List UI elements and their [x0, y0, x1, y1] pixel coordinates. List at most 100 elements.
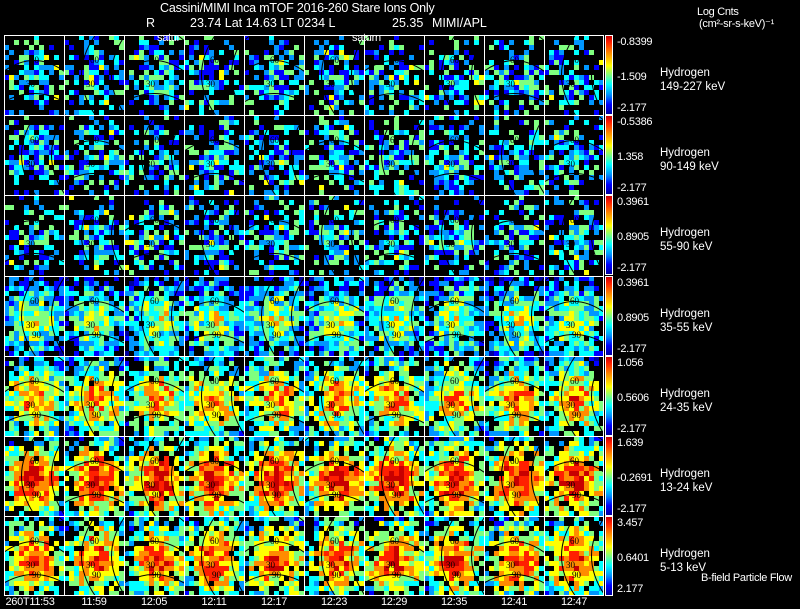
pixel	[39, 426, 44, 431]
pixel	[249, 311, 254, 316]
pixel	[94, 230, 99, 235]
pixel	[289, 50, 294, 55]
pixel	[339, 160, 344, 165]
pixel	[384, 85, 389, 90]
pixel	[434, 95, 439, 100]
pixel	[429, 60, 434, 65]
pixel	[449, 85, 454, 90]
pixel	[159, 60, 164, 65]
pixel	[444, 145, 449, 150]
pixel	[319, 276, 324, 281]
pixel	[444, 100, 449, 105]
pixel	[49, 291, 54, 296]
pixel	[79, 421, 84, 426]
pixel	[74, 306, 79, 311]
contour-label: 30	[386, 320, 396, 330]
pixel	[259, 240, 264, 245]
pixel	[429, 130, 434, 135]
pixel	[144, 306, 149, 311]
pixel	[269, 35, 274, 40]
pixel	[539, 341, 544, 346]
pixel	[444, 260, 449, 265]
pixel	[29, 311, 34, 316]
pixel	[374, 230, 379, 235]
pixel	[94, 60, 99, 65]
pixel	[374, 270, 379, 275]
pixel	[74, 90, 79, 95]
pixel	[499, 75, 504, 80]
contour-line	[381, 276, 397, 356]
pixel	[384, 331, 389, 336]
pixel	[279, 165, 284, 170]
pixel	[149, 391, 154, 396]
pixel	[254, 270, 259, 275]
pixel	[589, 220, 594, 225]
pixel	[399, 60, 404, 65]
pixel	[174, 386, 179, 391]
pixel	[164, 386, 169, 391]
pixel	[339, 35, 344, 40]
pixel	[279, 225, 284, 230]
pixel	[49, 245, 54, 250]
pixel	[419, 140, 424, 145]
pixel	[159, 391, 164, 396]
pixel	[514, 255, 519, 260]
pixel	[89, 35, 94, 40]
pixel	[209, 75, 214, 80]
pixel	[14, 416, 19, 421]
pixel	[404, 291, 409, 296]
pixel	[94, 55, 99, 60]
pixel	[599, 175, 604, 180]
pixel	[414, 125, 419, 130]
pixel	[164, 85, 169, 90]
contour-line	[591, 36, 604, 114]
pixel	[424, 351, 429, 356]
pixel	[504, 296, 509, 301]
pixel	[459, 301, 464, 306]
pixel	[274, 145, 279, 150]
pixel	[239, 311, 244, 316]
pixel	[464, 85, 469, 90]
pixel	[594, 125, 599, 130]
pixel	[349, 296, 354, 301]
pixel	[239, 331, 244, 336]
pixel	[439, 170, 444, 175]
pixel	[169, 220, 174, 225]
pixel	[364, 50, 369, 55]
pixel	[439, 281, 444, 286]
pixel	[314, 331, 319, 336]
pixel	[504, 270, 509, 275]
pixel	[579, 235, 584, 240]
pixel	[89, 115, 94, 120]
pixel	[494, 125, 499, 130]
pixel	[334, 235, 339, 240]
pixel	[219, 75, 224, 80]
pixel	[239, 336, 244, 341]
pixel	[89, 366, 94, 371]
contour-label: 60	[30, 215, 40, 225]
pixel	[44, 411, 49, 416]
pixel	[574, 286, 579, 291]
pixel	[269, 95, 274, 100]
pixel	[24, 336, 29, 341]
pixel	[564, 316, 569, 321]
pixel	[329, 311, 334, 316]
image-panel: 60 30	[424, 35, 484, 115]
pixel	[404, 346, 409, 351]
pixel	[419, 240, 424, 245]
pixel	[554, 195, 559, 200]
pixel	[284, 125, 289, 130]
pixel	[159, 366, 164, 371]
pixel	[289, 180, 294, 185]
pixel	[124, 361, 129, 366]
pixel	[4, 110, 9, 115]
pixel	[84, 341, 89, 346]
pixel	[289, 245, 294, 250]
pixel	[59, 391, 64, 396]
pixel	[544, 301, 549, 306]
pixel	[549, 250, 554, 255]
pixel	[449, 291, 454, 296]
